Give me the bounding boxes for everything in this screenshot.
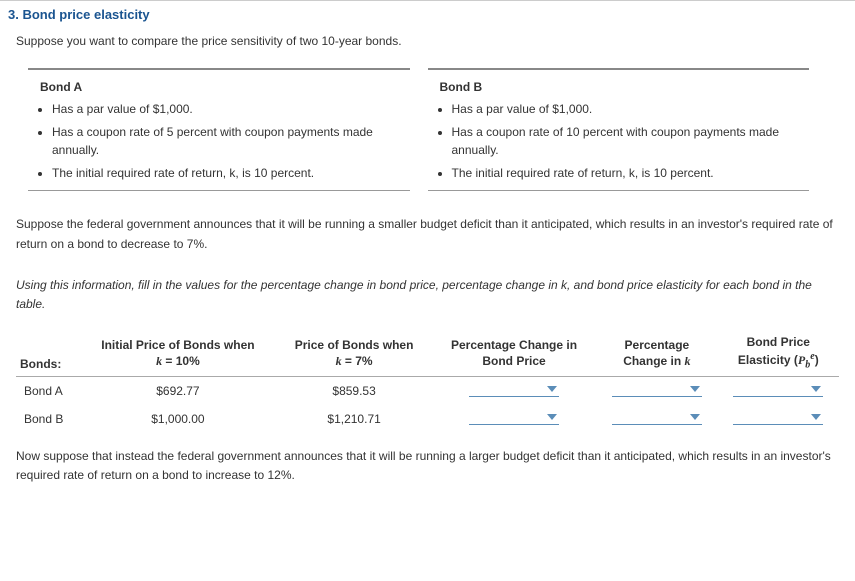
section-heading: 3. Bond price elasticity xyxy=(0,0,855,28)
header-text: Initial Price of Bonds when xyxy=(101,338,254,352)
col-header-initial: Initial Price of Bonds when k = 10% xyxy=(80,330,277,377)
table-row: Bond A $692.77 $859.53 xyxy=(16,377,839,406)
table-row: Bond B $1,000.00 $1,210.71 xyxy=(16,405,839,433)
row-name: Bond A xyxy=(16,377,80,406)
list-item: The initial required rate of return, k, … xyxy=(52,162,410,185)
divider xyxy=(428,190,810,191)
section-number: 3. xyxy=(8,7,19,22)
section-title-text: Bond price elasticity xyxy=(22,7,149,22)
bond-a-title: Bond A xyxy=(28,76,410,98)
scenario-paragraph-1: Suppose the federal government announces… xyxy=(0,199,855,259)
intro-text: Suppose you want to compare the price se… xyxy=(0,28,855,60)
header-text: Percentage Change in xyxy=(451,338,577,352)
elasticity-table: Bonds: Initial Price of Bonds when k = 1… xyxy=(16,330,839,433)
row-elasticity-cell xyxy=(718,405,839,433)
header-text: ) xyxy=(815,353,819,367)
row-price: $1,210.71 xyxy=(276,405,432,433)
row-initial-price: $1,000.00 xyxy=(80,405,277,433)
header-text: Bond Price xyxy=(482,354,545,368)
list-item: The initial required rate of return, k, … xyxy=(452,162,810,185)
bond-b-list: Has a par value of $1,000. Has a coupon … xyxy=(428,98,810,184)
k-var: k xyxy=(685,354,691,368)
elasticity-dropdown[interactable] xyxy=(733,382,823,397)
list-item: Has a coupon rate of 5 percent with coup… xyxy=(52,121,410,162)
row-pct-price-cell xyxy=(432,405,596,433)
bond-a-column: Bond A Has a par value of $1,000. Has a … xyxy=(28,68,428,191)
pct-price-dropdown[interactable] xyxy=(469,382,559,397)
pct-k-dropdown[interactable] xyxy=(612,410,702,425)
bond-b-title: Bond B xyxy=(428,76,810,98)
header-text: = 7% xyxy=(342,354,373,368)
instruction-paragraph: Using this information, fill in the valu… xyxy=(0,260,855,320)
elast-symbol: Pbe xyxy=(798,353,815,367)
pct-k-dropdown[interactable] xyxy=(612,382,702,397)
row-price: $859.53 xyxy=(276,377,432,406)
header-text: Change in xyxy=(623,354,684,368)
col-header-pct-price: Percentage Change in Bond Price xyxy=(432,330,596,377)
header-text: = 10% xyxy=(162,354,200,368)
list-item: Has a coupon rate of 10 percent with cou… xyxy=(452,121,810,162)
divider xyxy=(28,190,410,191)
header-text: Bond Price xyxy=(747,335,810,349)
row-name: Bond B xyxy=(16,405,80,433)
scenario-paragraph-2: Now suppose that instead the federal gov… xyxy=(0,439,855,491)
row-pct-price-cell xyxy=(432,377,596,406)
elasticity-dropdown[interactable] xyxy=(733,410,823,425)
list-item: Has a par value of $1,000. xyxy=(52,98,410,121)
divider xyxy=(428,68,810,70)
pct-price-dropdown[interactable] xyxy=(469,410,559,425)
header-text: Elasticity ( xyxy=(738,353,798,367)
header-text: Price of Bonds when xyxy=(295,338,414,352)
col-header-bonds: Bonds: xyxy=(16,330,80,377)
bond-b-column: Bond B Has a par value of $1,000. Has a … xyxy=(428,68,828,191)
bond-comparison-box: Bond A Has a par value of $1,000. Has a … xyxy=(28,68,827,191)
bond-a-list: Has a par value of $1,000. Has a coupon … xyxy=(28,98,410,184)
col-header-price: Price of Bonds when k = 7% xyxy=(276,330,432,377)
row-initial-price: $692.77 xyxy=(80,377,277,406)
header-text: Percentage xyxy=(625,338,690,352)
row-elasticity-cell xyxy=(718,377,839,406)
list-item: Has a par value of $1,000. xyxy=(452,98,810,121)
row-pct-k-cell xyxy=(596,405,717,433)
col-header-elasticity: Bond Price Elasticity (Pbe) xyxy=(718,330,839,377)
col-header-pct-k: Percentage Change in k xyxy=(596,330,717,377)
divider xyxy=(28,68,410,70)
row-pct-k-cell xyxy=(596,377,717,406)
